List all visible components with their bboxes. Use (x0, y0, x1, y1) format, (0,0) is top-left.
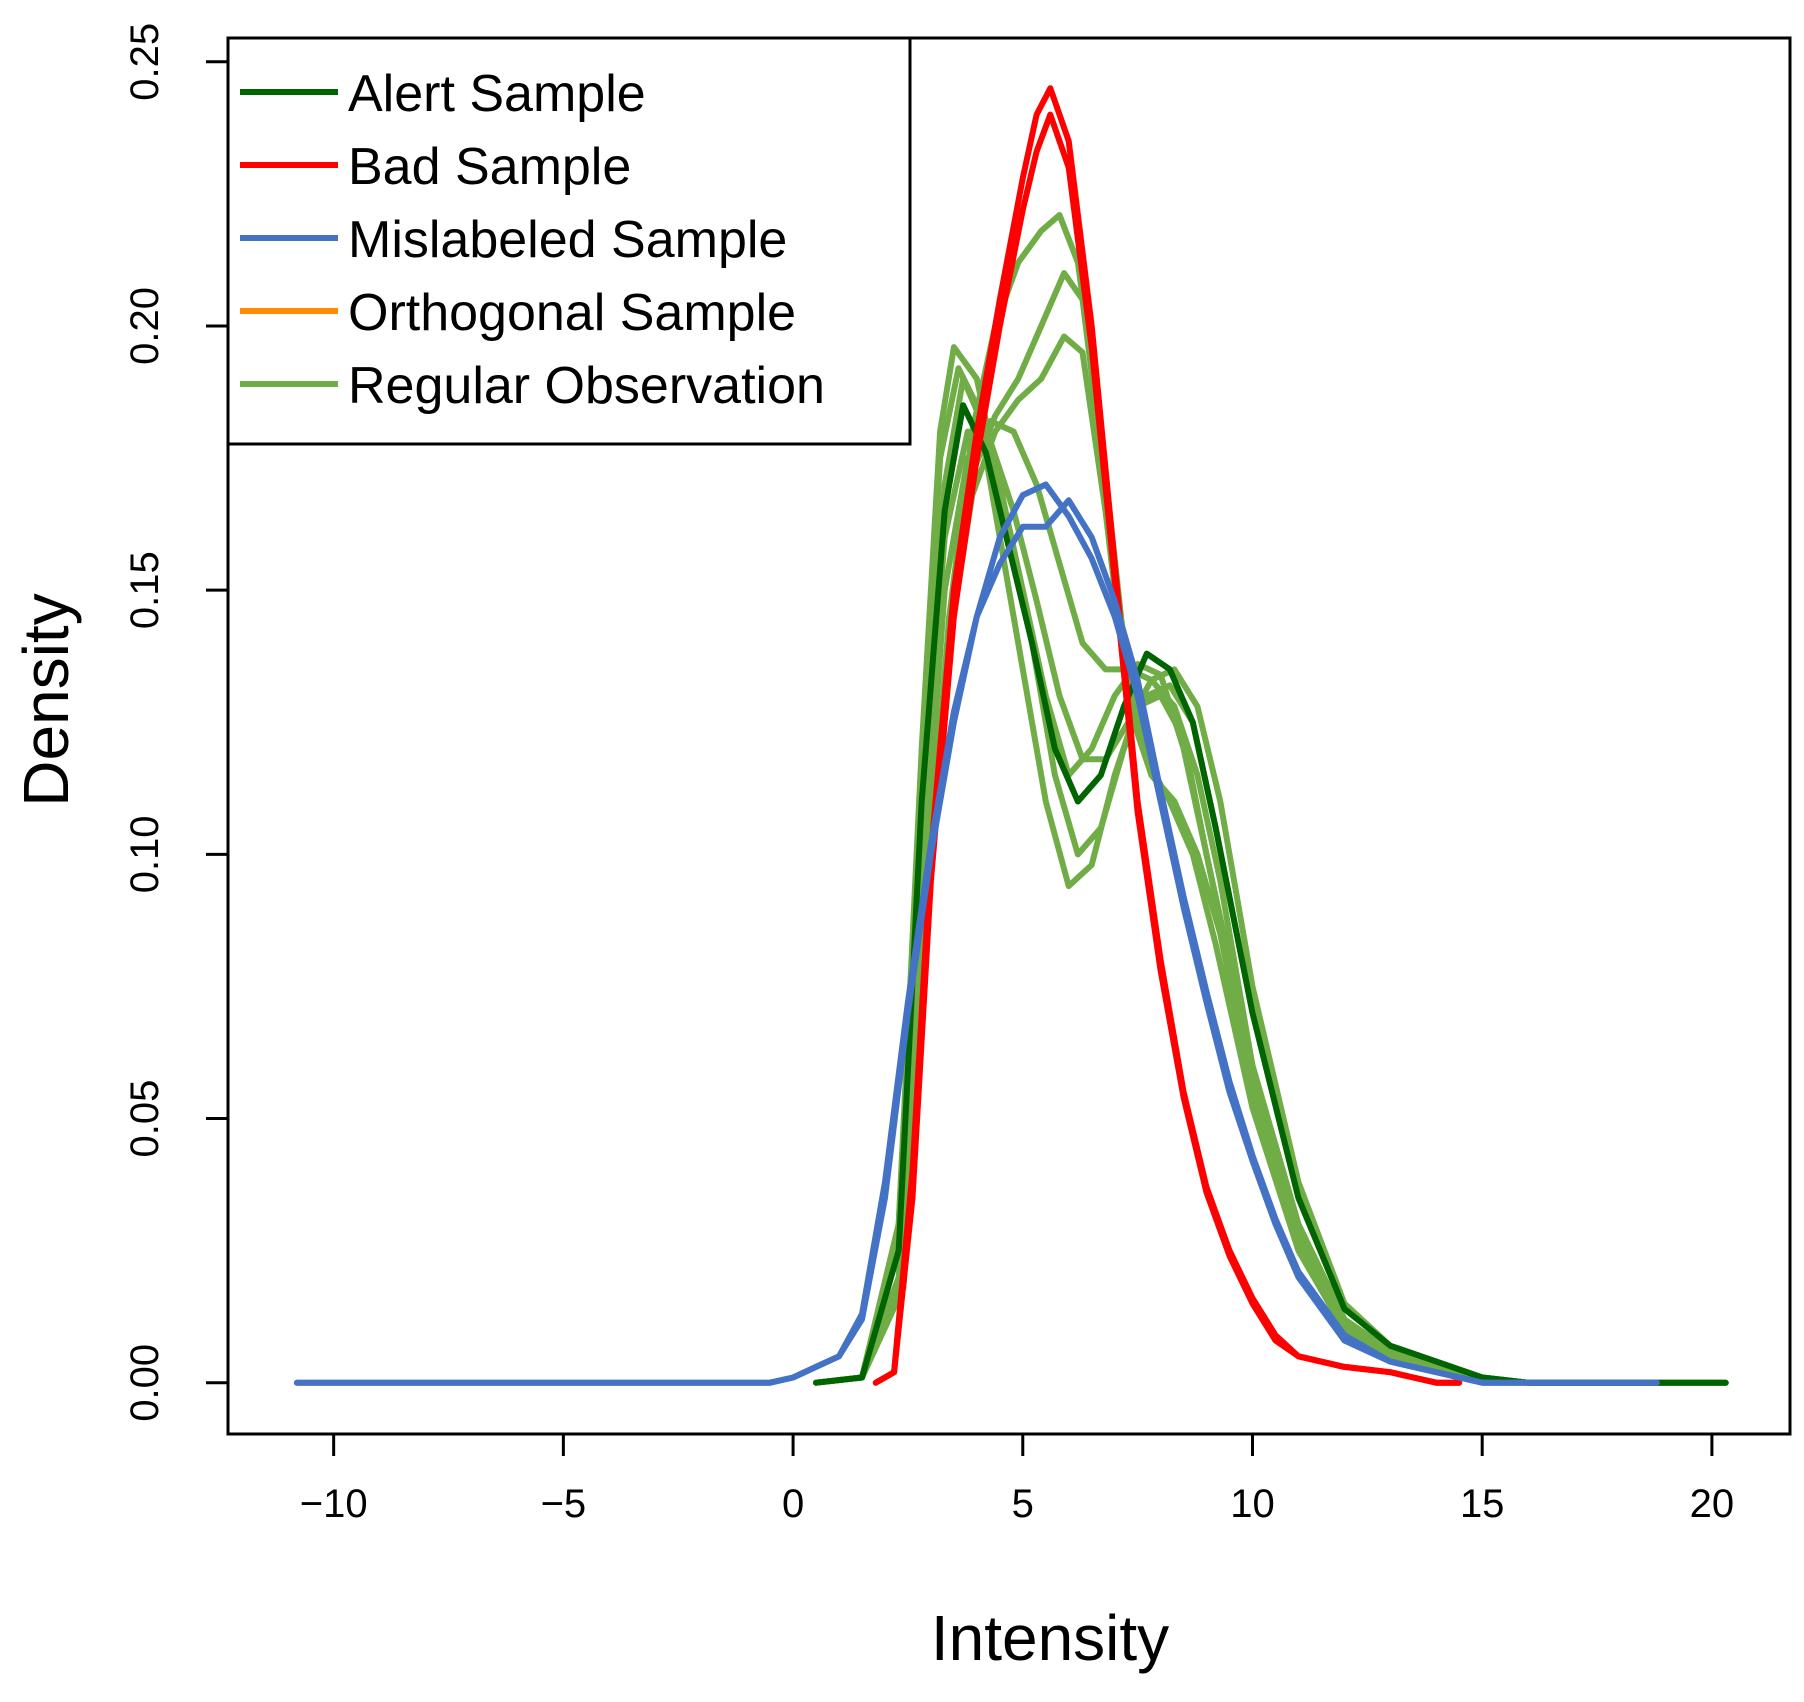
x-axis: −10 −5 0 5 10 15 20 (300, 1432, 1735, 1526)
y-axis: 0.00 0.05 0.10 0.15 0.20 0.25 (123, 23, 230, 1422)
y-tick-label: 0.00 (123, 1344, 167, 1422)
x-tick-label: 5 (1012, 1482, 1034, 1526)
x-tick-label: 10 (1230, 1482, 1275, 1526)
legend-label-mislabeled-sample: Mislabeled Sample (348, 211, 787, 269)
x-tick-label: 20 (1690, 1482, 1735, 1526)
legend: Alert Sample Bad Sample Mislabeled Sample O… (226, 36, 912, 446)
series-layer (293, 85, 1729, 1386)
legend-label-bad-sample: Bad Sample (348, 138, 631, 196)
legend-label-alert-sample: Alert Sample (348, 65, 646, 123)
x-tick-label: 15 (1460, 1482, 1505, 1526)
series-line-mislabeled-sample-12 (293, 497, 1660, 1386)
legend-label-regular-observation: Regular Observation (348, 357, 825, 415)
legend-box (226, 36, 912, 446)
x-tick-label: −5 (541, 1482, 587, 1526)
y-tick-label: 0.20 (123, 287, 167, 365)
x-tick-label: 0 (782, 1482, 804, 1526)
x-axis-label: Intensity (931, 1602, 1169, 1674)
y-tick-label: 0.15 (123, 551, 167, 629)
series-line-bad-sample-10 (872, 111, 1463, 1386)
series-line-bad-sample-9 (872, 85, 1463, 1386)
legend-label-orthogonal-sample: Orthogonal Sample (348, 284, 796, 342)
y-tick-label: 0.25 (123, 23, 167, 101)
y-axis-label: Density (10, 593, 82, 806)
series-line-regular-observation-4 (813, 418, 1729, 1386)
series-line-regular-observation-2 (813, 365, 1729, 1386)
y-tick-label: 0.05 (123, 1080, 167, 1158)
y-tick-label: 0.10 (123, 815, 167, 893)
x-tick-label: −10 (300, 1482, 368, 1526)
